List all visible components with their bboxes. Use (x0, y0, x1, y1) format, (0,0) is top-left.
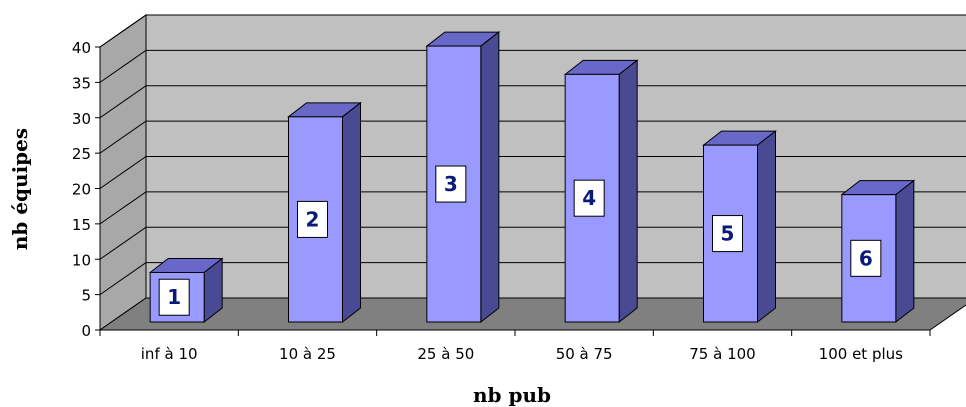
gridline (99, 156, 966, 189)
data-label: 2 (306, 207, 320, 231)
chart-walls (98, 14, 966, 331)
data-label: 6 (859, 246, 873, 270)
gridline (99, 120, 966, 154)
bar: 6 (840, 179, 916, 324)
data-label-box (435, 165, 467, 203)
bar-side (895, 179, 915, 324)
bar-side (342, 101, 361, 324)
y-tick-labels: 0 5 10 15 20 25 30 35 40 (72, 39, 91, 340)
y-tick-label: 30 (72, 110, 91, 128)
gridlines (95, 14, 966, 331)
data-label-box (573, 179, 605, 217)
y-tick-label: 25 (72, 145, 91, 163)
bar-side (757, 130, 776, 324)
data-label: 3 (444, 172, 458, 196)
gridline (99, 262, 966, 296)
gridline (99, 49, 966, 83)
bars: 1 2 3 4 5 6 (148, 31, 916, 324)
y-axis-title: nb équipes (8, 128, 32, 250)
bar-side (480, 31, 500, 324)
x-tick-label: 25 à 50 (417, 345, 474, 363)
x-tick-labels: inf à 10 10 à 25 25 à 50 50 à 75 75 à 100 100… (141, 345, 903, 363)
gridline (99, 85, 966, 119)
y-tick-label: 40 (72, 39, 91, 57)
data-label-box (297, 200, 328, 238)
x-axis-title: nb pub (473, 383, 551, 407)
data-label-box (158, 278, 190, 316)
gridline (99, 226, 966, 260)
bar: 5 (702, 130, 777, 324)
y-tick-label: 20 (72, 181, 91, 199)
y-tick-label: 0 (81, 322, 91, 340)
data-label: 5 (721, 222, 735, 246)
x-tick-label: 50 à 75 (556, 345, 613, 363)
x-tick-label: 75 à 100 (689, 345, 755, 363)
floor (98, 297, 966, 331)
y-tick-label: 10 (72, 251, 91, 269)
data-label: 4 (582, 186, 596, 210)
x-tick-label: 10 à 25 (279, 345, 336, 363)
gridline (99, 191, 966, 225)
bar-side (618, 59, 638, 324)
axes (99, 47, 931, 336)
data-label-box (850, 239, 882, 277)
bar: 2 (287, 101, 362, 324)
y-tick-label: 35 (72, 74, 91, 92)
data-label-box (712, 215, 743, 253)
gridline (99, 14, 966, 48)
x-tick-label: inf à 10 (141, 345, 198, 363)
x-tick-label: 100 et plus (819, 345, 903, 363)
data-label: 1 (167, 285, 181, 309)
bar: 1 (148, 257, 224, 324)
bar: 4 (563, 59, 639, 324)
y-tick-label: 5 (81, 287, 91, 305)
y-tick-label: 15 (72, 216, 91, 234)
bar: 3 (425, 31, 501, 324)
